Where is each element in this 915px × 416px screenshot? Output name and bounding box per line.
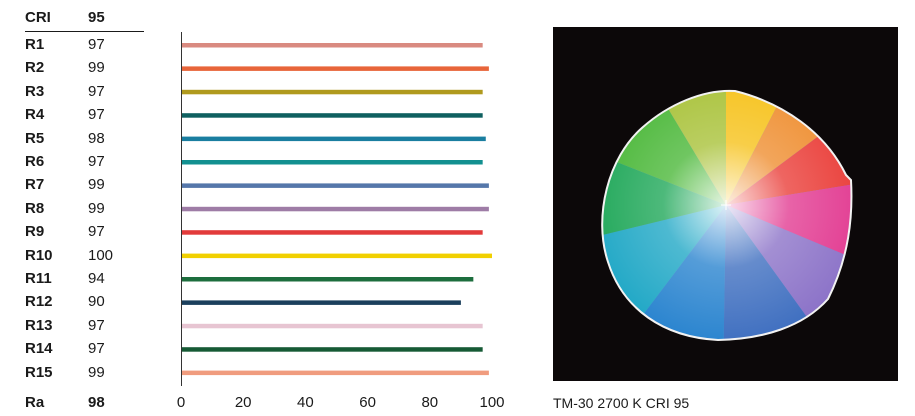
row-value-r11: 94 — [88, 270, 105, 287]
cri-header-value: 95 — [88, 9, 105, 26]
bar-r11 — [182, 277, 474, 282]
row-value-r7: 99 — [88, 176, 105, 194]
x-tick-label: 60 — [359, 394, 376, 411]
row-label-r3: R3 — [25, 82, 45, 100]
center-crosshair-icon — [721, 200, 731, 210]
bar-r13 — [182, 323, 483, 329]
x-tick-label: 80 — [421, 394, 439, 411]
x-tick-label: 20 — [234, 394, 252, 411]
bar-chart — [181, 32, 492, 386]
row-label-r2: R2 — [25, 59, 45, 77]
row-label-r15: R15 — [25, 363, 53, 381]
x-tick-label: 100 — [479, 394, 505, 411]
row-value-r14: 97 — [88, 340, 105, 358]
row-label-r8: R8 — [25, 199, 45, 217]
bar-r4 — [182, 113, 483, 118]
row-value-r9: 97 — [88, 223, 105, 241]
row-label-r13: R13 — [25, 316, 53, 334]
bar-r6 — [182, 160, 483, 165]
ra-value: 98 — [88, 394, 105, 411]
row-value-r15: 99 — [88, 363, 105, 381]
x-tick-label: 0 — [176, 394, 186, 411]
x-tick-label: 40 — [297, 394, 314, 411]
row-value-r12: 90 — [88, 293, 105, 311]
gamut-caption: TM-30 2700 K CRI 95 — [553, 395, 690, 411]
row-label-r10: R10 — [25, 246, 53, 264]
row-label-r12: R12 — [25, 293, 53, 311]
row-value-r6: 97 — [88, 153, 105, 170]
ra-label: Ra — [25, 394, 45, 411]
header-divider — [25, 31, 144, 32]
row-label-r5: R5 — [25, 129, 45, 147]
bar-r14 — [182, 347, 483, 352]
row-value-r3: 97 — [88, 82, 105, 100]
bar-r7 — [182, 183, 489, 188]
bar-r2 — [182, 66, 489, 71]
row-value-r1: 97 — [88, 36, 105, 53]
row-value-r5: 98 — [88, 129, 105, 147]
bar-r1 — [182, 43, 483, 48]
row-label-r4: R4 — [25, 106, 45, 124]
row-label-r9: R9 — [25, 223, 45, 241]
row-value-r13: 97 — [88, 316, 105, 334]
cri-header-label: CRI — [25, 9, 51, 26]
row-label-r14: R14 — [25, 340, 53, 358]
bar-r10 — [182, 253, 492, 259]
bar-r12 — [182, 300, 461, 305]
row-value-r4: 97 — [88, 106, 105, 124]
tm30-color-gamut-graphic — [553, 27, 898, 381]
bar-r5 — [182, 136, 486, 142]
row-value-r10: 100 — [88, 246, 114, 264]
row-value-r8: 99 — [88, 199, 105, 217]
row-label-r11: R11 — [25, 270, 52, 287]
row-value-r2: 99 — [88, 59, 105, 77]
row-label-r6: R6 — [25, 153, 45, 170]
bar-r3 — [182, 89, 483, 95]
bar-r15 — [182, 370, 489, 376]
gamut-outline — [601, 89, 853, 342]
bar-r8 — [182, 206, 489, 212]
row-label-r1: R1 — [25, 36, 45, 53]
color-gamut-svg — [601, 89, 853, 342]
bar-r9 — [182, 230, 483, 235]
row-label-r7: R7 — [25, 176, 45, 194]
